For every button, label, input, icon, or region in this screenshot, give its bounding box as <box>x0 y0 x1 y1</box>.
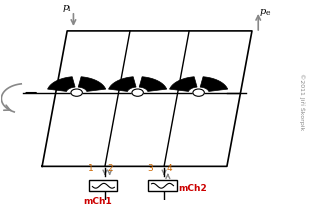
Text: 2: 2 <box>107 164 113 172</box>
Circle shape <box>193 90 204 97</box>
Polygon shape <box>48 77 75 92</box>
Text: 3: 3 <box>147 164 153 172</box>
Circle shape <box>71 90 82 97</box>
Polygon shape <box>139 77 167 92</box>
Text: mCh1: mCh1 <box>83 196 112 205</box>
Bar <box>89 180 118 191</box>
Bar <box>149 180 177 191</box>
Text: i: i <box>68 5 70 13</box>
Text: p: p <box>260 7 266 16</box>
Text: 4: 4 <box>167 164 172 172</box>
Text: mCh2: mCh2 <box>178 183 207 192</box>
Text: p: p <box>63 3 69 12</box>
Polygon shape <box>200 77 228 92</box>
Polygon shape <box>109 77 136 92</box>
Text: ©2011 Jiří Škorpik: ©2011 Jiří Škorpik <box>299 73 305 130</box>
Circle shape <box>132 90 143 97</box>
Polygon shape <box>78 77 106 92</box>
Text: e: e <box>265 9 270 17</box>
Text: 1: 1 <box>88 164 94 172</box>
Polygon shape <box>170 77 197 92</box>
